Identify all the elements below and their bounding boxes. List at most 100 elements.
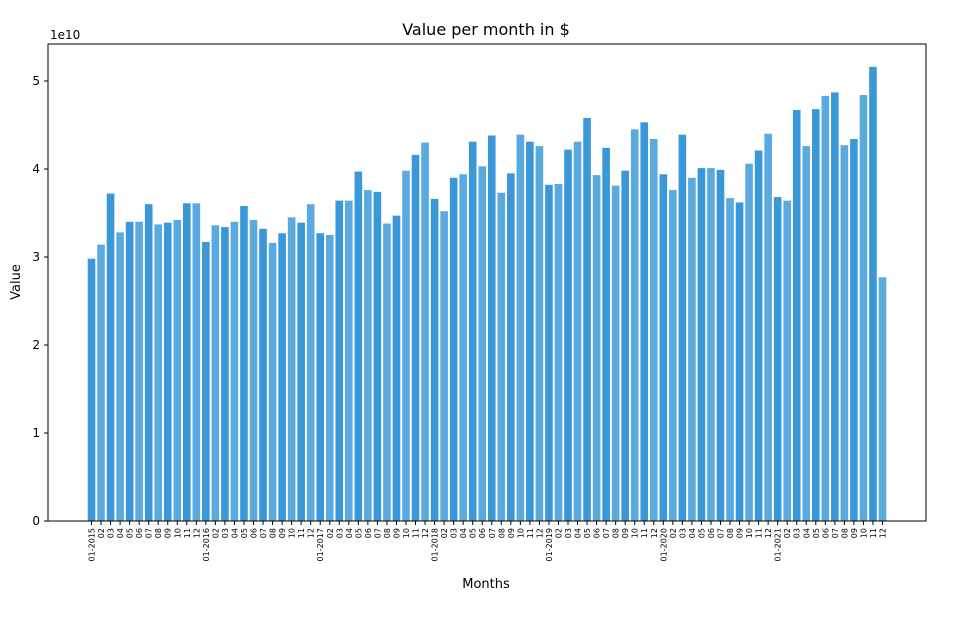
x-tick-label: 11 <box>526 528 535 538</box>
x-tick-label: 02 <box>97 528 106 538</box>
x-tick-label: 04 <box>802 528 811 538</box>
bar-22 <box>297 222 305 521</box>
bar-29 <box>364 190 372 521</box>
bar-72 <box>773 197 782 521</box>
bar-83 <box>878 277 887 521</box>
x-tick-label: 12 <box>535 528 544 538</box>
bar-4 <box>125 221 134 521</box>
x-tick-label: 08 <box>154 528 163 538</box>
bar-33 <box>402 170 410 522</box>
bar-68 <box>735 202 744 521</box>
x-tick-label: 03 <box>793 528 802 538</box>
bar-63 <box>688 177 696 521</box>
bar-65 <box>707 168 715 521</box>
bar-36 <box>430 198 439 521</box>
bar-45 <box>516 134 525 521</box>
x-tick-label: 09 <box>392 528 401 538</box>
x-tick-label: 03 <box>564 528 573 538</box>
bar-51 <box>573 141 582 521</box>
x-tick-label: 12 <box>192 528 201 538</box>
bar-16 <box>240 205 248 521</box>
x-tick-label: 08 <box>726 528 735 538</box>
x-tick-label: 11 <box>640 528 649 538</box>
bar-41 <box>478 166 487 521</box>
bar-38 <box>449 177 458 521</box>
bar-61 <box>669 190 677 521</box>
bar-67 <box>726 198 734 521</box>
x-tick-label: 10 <box>173 528 182 538</box>
x-tick-label: 05 <box>469 528 478 538</box>
x-tick-label: 12 <box>879 528 888 538</box>
x-tick-label: 06 <box>707 528 716 538</box>
bar-73 <box>783 200 792 521</box>
y-axis-ticks: 0 1 2 3 4 5 <box>32 74 48 528</box>
bar-23 <box>306 204 315 522</box>
bar-9 <box>173 220 182 521</box>
bar-79 <box>840 145 849 521</box>
x-tick-label: 07 <box>145 528 154 538</box>
bar-66 <box>716 169 725 521</box>
x-tick-label: 02 <box>326 528 335 538</box>
x-tick-label: 12 <box>650 528 659 538</box>
bar-7 <box>154 224 163 522</box>
bar-24 <box>316 233 325 521</box>
x-axis-ticks: 01-2015 02 03 04 05 06 07 08 09 10 11 12 01-2016 02 03… <box>88 521 888 561</box>
bar-69 <box>745 163 753 521</box>
y-axis-label: Value <box>9 264 24 300</box>
x-tick-label: 05 <box>583 528 592 538</box>
bar-49 <box>554 183 563 521</box>
bar-6 <box>144 204 153 522</box>
x-tick-label: 03 <box>107 528 116 538</box>
bar-78 <box>831 92 839 522</box>
x-tick-label: 03 <box>450 528 459 538</box>
x-tick-label: 08 <box>612 528 621 538</box>
x-tick-label: 01-2017 <box>316 528 325 561</box>
bar-64 <box>697 168 706 521</box>
bars-group <box>87 66 887 522</box>
bar-71 <box>764 133 772 521</box>
y-tick-label: 4 <box>32 162 40 176</box>
x-tick-label: 02 <box>211 528 220 538</box>
bar-75 <box>802 146 811 521</box>
x-tick-label: 07 <box>373 528 382 538</box>
x-tick-label: 09 <box>507 528 516 538</box>
bar-52 <box>583 117 591 522</box>
x-tick-label: 10 <box>402 528 411 538</box>
x-tick-label: 06 <box>135 528 144 538</box>
bar-34 <box>411 154 420 521</box>
x-tick-label: 04 <box>230 528 239 538</box>
x-tick-label: 07 <box>259 528 268 538</box>
bar-76 <box>811 109 820 521</box>
x-tick-label: 05 <box>354 528 363 538</box>
x-tick-label: 08 <box>269 528 278 538</box>
bar-28 <box>354 171 363 522</box>
bar-19 <box>268 242 277 521</box>
bar-58 <box>640 122 649 521</box>
x-tick-label: 10 <box>859 528 868 538</box>
x-axis-label: Months <box>462 577 510 592</box>
x-tick-label: 09 <box>278 528 287 538</box>
x-tick-label: 10 <box>516 528 525 538</box>
x-tick-label: 04 <box>345 528 354 538</box>
x-tick-label: 02 <box>783 528 792 538</box>
bar-27 <box>345 200 353 521</box>
bar-43 <box>497 192 506 522</box>
bar-12 <box>202 242 210 521</box>
bar-32 <box>392 215 401 522</box>
bar-21 <box>287 217 296 521</box>
bar-18 <box>259 228 267 521</box>
bar-44 <box>507 173 515 521</box>
plot-area-frame <box>47 43 927 522</box>
y-tick-label: 3 <box>32 250 40 264</box>
x-tick-label: 01-2019 <box>545 528 554 561</box>
x-tick-label: 05 <box>240 528 249 538</box>
bar-39 <box>459 174 467 521</box>
bar-26 <box>335 200 344 521</box>
x-tick-label: 01-2016 <box>202 528 211 561</box>
x-tick-label: 06 <box>250 528 259 538</box>
x-tick-label: 02 <box>669 528 678 538</box>
x-tick-label: 11 <box>297 528 306 538</box>
bar-3 <box>116 232 124 521</box>
x-tick-label: 09 <box>621 528 630 538</box>
x-tick-label: 05 <box>126 528 135 538</box>
